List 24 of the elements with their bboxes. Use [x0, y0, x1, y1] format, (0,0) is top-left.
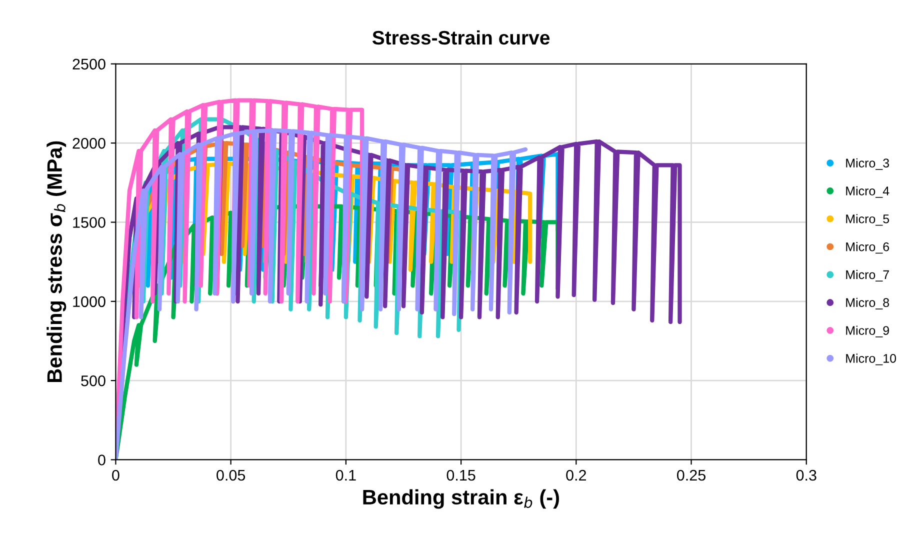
- legend-label: Micro_4: [846, 186, 890, 198]
- legend-label: Micro_3: [846, 158, 890, 170]
- x-tick-label: 0.3: [796, 470, 816, 481]
- y-tick-label: 2500: [72, 58, 106, 70]
- x-tick-label: 0.1: [336, 470, 356, 481]
- legend-label: Micro_7: [846, 270, 889, 282]
- x-tick-label: 0.05: [216, 470, 246, 481]
- y-tick-label: 1500: [73, 217, 106, 228]
- x-tick-label: 0.15: [446, 470, 476, 481]
- chart-title: Stress-Strain curve: [372, 30, 550, 45]
- x-tick-label: 0.2: [566, 470, 586, 481]
- legend-label: Micro_10: [846, 354, 896, 366]
- y-axis-title: Bending stress σ$_{b}$ (MPa): [46, 141, 66, 382]
- y-tick-label: 500: [81, 375, 106, 386]
- y-tick-label: 1000: [73, 296, 106, 308]
- legend-label: Micro_9: [846, 326, 889, 338]
- x-axis-title: Bending strain ε$_{b}$ (-): [363, 489, 559, 509]
- legend-label: Micro_8: [846, 298, 890, 310]
- y-tick-label: 0: [98, 454, 106, 466]
- legend-label: Micro_6: [846, 242, 890, 254]
- y-tick-label: 2000: [72, 138, 106, 149]
- x-tick-label: 0.25: [676, 470, 706, 481]
- x-tick-label: 0: [112, 470, 120, 481]
- legend-label: Micro_5: [846, 214, 890, 226]
